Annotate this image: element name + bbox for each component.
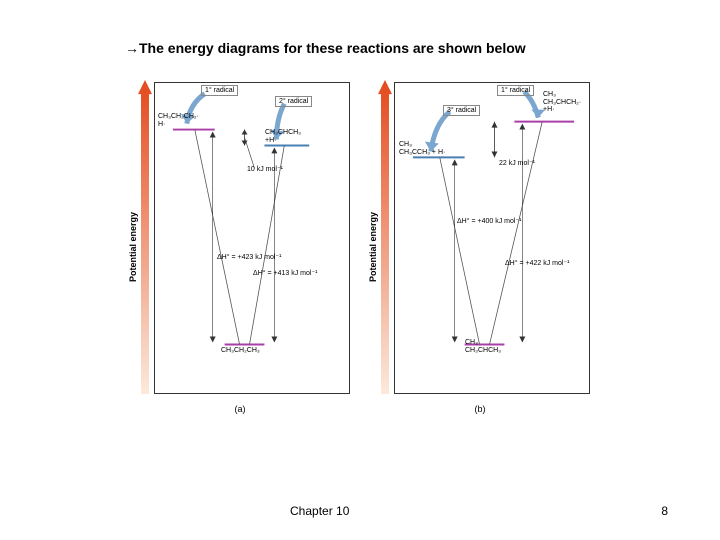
bullet-arrow-icon: → [125, 40, 139, 56]
radical-3-box: 3° radical [443, 105, 480, 116]
panel-border: 3° radical 1° radical CH₃CH₃CHCH₂·+H· CH… [394, 82, 590, 394]
title-text: The energy diagrams for these reactions … [139, 40, 526, 56]
bottom-species: CH₃CH₃CHCH₃ [465, 339, 501, 354]
species-1-primary: CH₃CH₂CH₂· H· [158, 113, 199, 128]
species-2-secondary: CH₃CHCH₃+H· [265, 129, 301, 144]
panel-b: Potential energy [370, 82, 590, 412]
y-axis-label: Potential energy [368, 212, 378, 282]
energy-gradient-arrow-icon [138, 80, 152, 394]
bottom-species: CH₃CH₂CH₃ [221, 347, 260, 354]
panel-a-label: (a) [235, 404, 246, 414]
energy-gap-label: 22 kJ mol⁻¹ [499, 159, 535, 167]
dh1-label: ΔH° = +423 kJ mol⁻¹ [217, 253, 281, 261]
footer-chapter: Chapter 10 [290, 504, 349, 518]
panel-b-label: (b) [475, 404, 486, 414]
species-3-tertiary: CH₃CH₃CCH₃ + H· [399, 141, 445, 156]
dh2-label: ΔH° = +413 kJ mol⁻¹ [253, 269, 317, 277]
panel-border: 1° radical 2° radical CH₃CH₂CH₂· H· CH₃C… [154, 82, 350, 394]
energy-gradient-arrow-icon [378, 80, 392, 394]
diagram-area: Potential energy [130, 82, 590, 432]
y-axis-label: Potential energy [128, 212, 138, 282]
radical-1-box: 1° radical [497, 85, 534, 96]
dh1-label: ΔH° = +400 kJ mol⁻¹ [457, 217, 521, 225]
species-1-primary: CH₃CH₃CHCH₂·+H· [543, 91, 581, 114]
radical-1-box: 1° radical [201, 85, 238, 96]
footer-page-number: 8 [661, 504, 668, 518]
panel-a: Potential energy [130, 82, 350, 412]
page-title: →The energy diagrams for these reactions… [125, 40, 526, 56]
dh2-label: ΔH° = +422 kJ mol⁻¹ [505, 259, 569, 267]
energy-gap-label: 10 kJ mol⁻¹ [247, 165, 283, 173]
radical-2-box: 2° radical [275, 96, 312, 107]
